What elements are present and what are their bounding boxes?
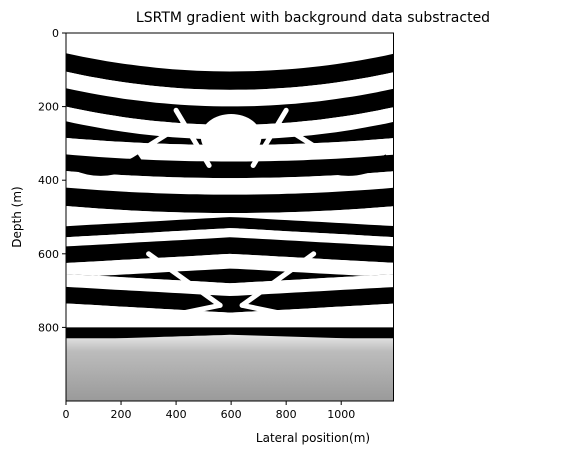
x-axis-label: Lateral position(m) (256, 431, 370, 445)
stripe-band (66, 187, 394, 213)
y-axis: 0 200 400 600 800 (38, 27, 66, 334)
x-axis: 0 200 400 600 800 1000 (63, 401, 355, 421)
stripe-band (66, 71, 394, 107)
chart-title: LSRTM gradient with background data subs… (136, 10, 490, 26)
stripe-band (66, 274, 394, 296)
reflector-streak (278, 122, 330, 157)
stripe-band (66, 253, 394, 278)
structure-overlays (66, 107, 394, 401)
y-tick-label: 600 (38, 248, 59, 261)
stripe-band (66, 286, 394, 313)
stripe-band (66, 121, 394, 145)
stripe-band (66, 53, 394, 90)
reflector-streak (132, 122, 185, 157)
deep-gradient-zone (66, 334, 394, 401)
y-tick-label: 400 (38, 174, 59, 187)
reflector-streak (250, 107, 289, 168)
reflector-streak (320, 154, 391, 176)
reflector-streak (239, 251, 317, 308)
stripe-band (66, 154, 394, 179)
stripe-band (66, 217, 394, 238)
reflector-streak (146, 302, 223, 323)
plot-frame (65, 32, 394, 402)
reflector-streak (72, 154, 143, 176)
y-tick-label: 800 (38, 321, 59, 334)
stripe-bands (66, 33, 394, 339)
stripe-band (66, 171, 394, 195)
plot-area (66, 33, 394, 401)
y-axis-label: Depth (m) (10, 186, 24, 247)
stripe-band (66, 228, 394, 247)
reflector-streak (239, 302, 317, 323)
x-tick-label: 800 (276, 408, 297, 421)
stripe-band (66, 327, 394, 339)
x-tick-label: 600 (221, 408, 242, 421)
y-tick-label: 200 (38, 101, 59, 114)
stripe-band (66, 33, 394, 72)
reflector-streak (146, 251, 223, 308)
stripe-band (66, 88, 394, 125)
x-tick-label: 0 (63, 408, 70, 421)
stripe-band (66, 206, 394, 227)
y-tick-label: 0 (52, 27, 59, 40)
reflector-streak (173, 107, 212, 168)
x-tick-label: 400 (166, 408, 187, 421)
central-bright-zone (200, 113, 262, 160)
stripe-band (66, 106, 394, 140)
x-tick-label: 1000 (327, 408, 355, 421)
stripe-band (66, 268, 394, 284)
x-tick-label: 200 (111, 408, 132, 421)
